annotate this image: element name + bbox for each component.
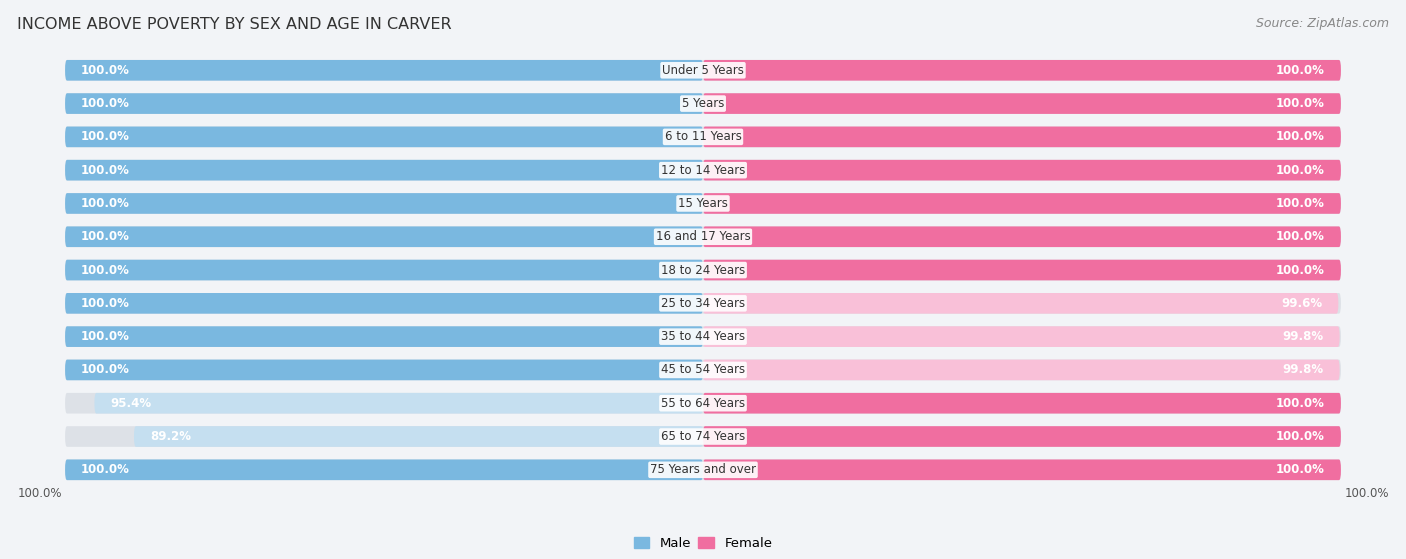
FancyBboxPatch shape <box>65 260 703 281</box>
Text: 35 to 44 Years: 35 to 44 Years <box>661 330 745 343</box>
Text: 100.0%: 100.0% <box>1277 164 1324 177</box>
Text: 100.0%: 100.0% <box>82 330 129 343</box>
Text: 18 to 24 Years: 18 to 24 Years <box>661 263 745 277</box>
Text: 12 to 14 Years: 12 to 14 Years <box>661 164 745 177</box>
Text: 55 to 64 Years: 55 to 64 Years <box>661 397 745 410</box>
FancyBboxPatch shape <box>703 260 1341 281</box>
Text: 25 to 34 Years: 25 to 34 Years <box>661 297 745 310</box>
FancyBboxPatch shape <box>703 93 1341 114</box>
FancyBboxPatch shape <box>703 359 1340 380</box>
Text: 6 to 11 Years: 6 to 11 Years <box>665 130 741 143</box>
FancyBboxPatch shape <box>65 459 1341 480</box>
Text: 100.0%: 100.0% <box>1277 263 1324 277</box>
FancyBboxPatch shape <box>65 93 1341 114</box>
Text: 100.0%: 100.0% <box>1277 197 1324 210</box>
FancyBboxPatch shape <box>65 93 703 114</box>
Text: 99.8%: 99.8% <box>1282 363 1323 376</box>
FancyBboxPatch shape <box>65 126 703 147</box>
FancyBboxPatch shape <box>65 393 1341 414</box>
Legend: Male, Female: Male, Female <box>628 532 778 555</box>
FancyBboxPatch shape <box>65 326 703 347</box>
FancyBboxPatch shape <box>703 193 1341 214</box>
FancyBboxPatch shape <box>65 326 1341 347</box>
Text: 75 Years and over: 75 Years and over <box>650 463 756 476</box>
FancyBboxPatch shape <box>65 426 1341 447</box>
FancyBboxPatch shape <box>65 60 1341 80</box>
Text: 100.0%: 100.0% <box>82 197 129 210</box>
Text: 45 to 54 Years: 45 to 54 Years <box>661 363 745 376</box>
Text: 100.0%: 100.0% <box>1277 130 1324 143</box>
Text: 5 Years: 5 Years <box>682 97 724 110</box>
FancyBboxPatch shape <box>703 459 1341 480</box>
FancyBboxPatch shape <box>703 60 1341 80</box>
Text: Under 5 Years: Under 5 Years <box>662 64 744 77</box>
FancyBboxPatch shape <box>65 160 1341 181</box>
Text: 100.0%: 100.0% <box>1344 487 1389 500</box>
Text: 100.0%: 100.0% <box>82 230 129 243</box>
Text: 100.0%: 100.0% <box>17 487 62 500</box>
Text: 100.0%: 100.0% <box>82 164 129 177</box>
FancyBboxPatch shape <box>65 293 703 314</box>
Text: 100.0%: 100.0% <box>82 64 129 77</box>
Text: 16 and 17 Years: 16 and 17 Years <box>655 230 751 243</box>
FancyBboxPatch shape <box>703 160 1341 181</box>
Text: 100.0%: 100.0% <box>1277 397 1324 410</box>
Text: INCOME ABOVE POVERTY BY SEX AND AGE IN CARVER: INCOME ABOVE POVERTY BY SEX AND AGE IN C… <box>17 17 451 32</box>
Text: 89.2%: 89.2% <box>150 430 191 443</box>
Text: 100.0%: 100.0% <box>82 297 129 310</box>
FancyBboxPatch shape <box>703 326 1340 347</box>
FancyBboxPatch shape <box>65 160 703 181</box>
Text: 100.0%: 100.0% <box>82 97 129 110</box>
Text: 65 to 74 Years: 65 to 74 Years <box>661 430 745 443</box>
FancyBboxPatch shape <box>65 226 703 247</box>
FancyBboxPatch shape <box>65 260 1341 281</box>
FancyBboxPatch shape <box>134 426 703 447</box>
Text: 15 Years: 15 Years <box>678 197 728 210</box>
Text: 100.0%: 100.0% <box>1277 230 1324 243</box>
FancyBboxPatch shape <box>65 293 1341 314</box>
FancyBboxPatch shape <box>65 193 703 214</box>
FancyBboxPatch shape <box>703 126 1341 147</box>
Text: 100.0%: 100.0% <box>1277 97 1324 110</box>
FancyBboxPatch shape <box>94 393 703 414</box>
Text: 100.0%: 100.0% <box>1277 430 1324 443</box>
Text: 100.0%: 100.0% <box>1277 64 1324 77</box>
Text: 100.0%: 100.0% <box>82 363 129 376</box>
FancyBboxPatch shape <box>65 126 1341 147</box>
Text: 95.4%: 95.4% <box>111 397 152 410</box>
FancyBboxPatch shape <box>65 226 1341 247</box>
FancyBboxPatch shape <box>65 359 703 380</box>
FancyBboxPatch shape <box>65 459 703 480</box>
FancyBboxPatch shape <box>65 193 1341 214</box>
Text: 100.0%: 100.0% <box>1277 463 1324 476</box>
FancyBboxPatch shape <box>703 426 1341 447</box>
Text: 100.0%: 100.0% <box>82 130 129 143</box>
FancyBboxPatch shape <box>703 293 1339 314</box>
FancyBboxPatch shape <box>703 393 1341 414</box>
Text: 99.6%: 99.6% <box>1281 297 1323 310</box>
FancyBboxPatch shape <box>703 226 1341 247</box>
FancyBboxPatch shape <box>65 359 1341 380</box>
FancyBboxPatch shape <box>65 60 703 80</box>
Text: Source: ZipAtlas.com: Source: ZipAtlas.com <box>1256 17 1389 30</box>
Text: 100.0%: 100.0% <box>82 463 129 476</box>
Text: 99.8%: 99.8% <box>1282 330 1323 343</box>
Text: 100.0%: 100.0% <box>82 263 129 277</box>
